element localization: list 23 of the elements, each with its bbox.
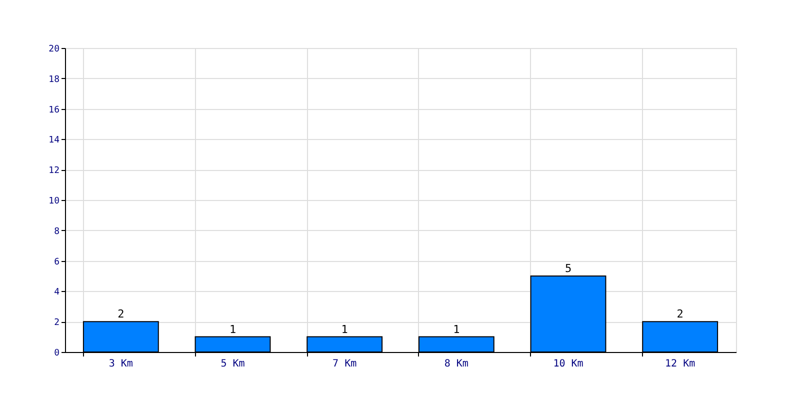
data-label: 2 [118, 308, 124, 321]
y-tick-label: 6 [54, 257, 60, 268]
x-tick-label: 5 Km [220, 358, 245, 370]
x-tick-label: 8 Km [444, 358, 468, 370]
data-label: 1 [341, 322, 348, 336]
data-label: 1 [229, 322, 236, 336]
y-tick-label: 10 [48, 196, 60, 206]
y-tick-label: 12 [48, 166, 60, 176]
data-label: 5 [564, 262, 572, 275]
y-tick-label: 0 [54, 348, 60, 358]
data-label: 2 [676, 308, 684, 321]
y-tick-label: 18 [48, 74, 60, 85]
x-tick-label: 3 Km [108, 358, 133, 370]
y-tick-label: 8 [54, 226, 60, 237]
y-tick-label: 20 [48, 44, 60, 54]
x-tick-label: 10 Km [553, 358, 584, 370]
x-tick-label: 12 Km [665, 358, 696, 370]
data-label: 1 [453, 322, 460, 336]
y-tick-label: 4 [54, 288, 60, 298]
y-tick-label: 2 [54, 318, 60, 328]
y-tick-label: 14 [48, 136, 60, 146]
y-tick-label: 16 [48, 105, 60, 116]
x-tick-label: 7 Km [332, 358, 357, 370]
